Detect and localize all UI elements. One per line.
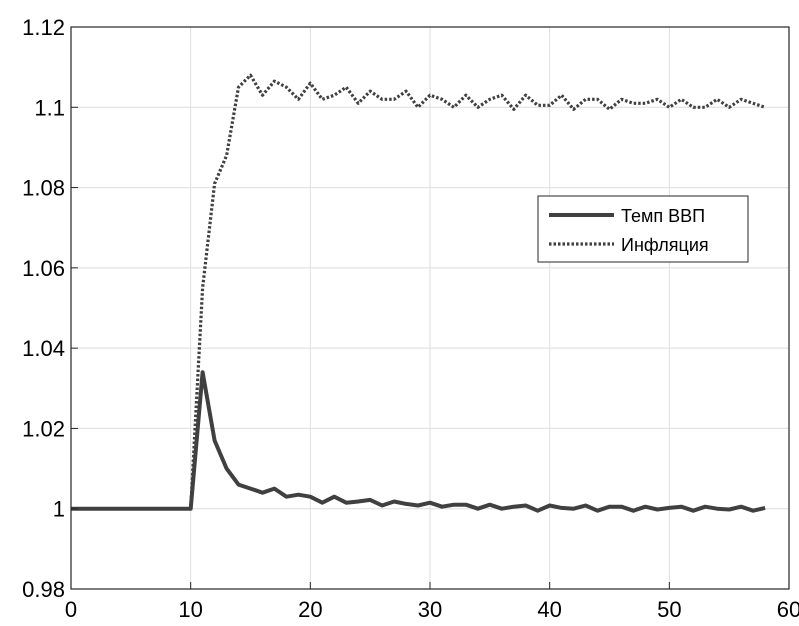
- legend-box: [537, 195, 749, 263]
- y-tick-label: 0.98: [22, 577, 65, 602]
- series-layer: [71, 73, 766, 513]
- y-axis: 0.98 1 1.02 1.04 1.06 1.08 1.1 1.12: [22, 15, 78, 602]
- x-tick-label: 40: [537, 597, 561, 622]
- legend-label: Инфляция: [621, 235, 709, 255]
- x-tick-label: 0: [65, 597, 77, 622]
- x-axis: 0 10 20 30 40 50 60: [65, 582, 799, 622]
- y-tick-label: 1.06: [22, 256, 65, 281]
- y-tick-label: 1.12: [22, 15, 65, 40]
- x-tick-label: 50: [657, 597, 681, 622]
- y-tick-label: 1.1: [34, 95, 65, 120]
- y-tick-label: 1: [53, 497, 65, 522]
- y-tick-label: 1.08: [22, 176, 65, 201]
- y-tick-label: 1.02: [22, 416, 65, 441]
- inflation-line: [71, 73, 766, 511]
- x-tick-label: 10: [178, 597, 202, 622]
- grid: [70, 26, 790, 590]
- x-tick-label: 30: [418, 597, 442, 622]
- gdp-growth-line: [71, 370, 766, 513]
- legend: Темп ВВП Инфляция: [537, 195, 749, 263]
- x-tick-label: 20: [298, 597, 322, 622]
- x-tick-label: 60: [777, 597, 799, 622]
- legend-label: Темп ВВП: [621, 206, 705, 226]
- y-tick-label: 1.04: [22, 336, 65, 361]
